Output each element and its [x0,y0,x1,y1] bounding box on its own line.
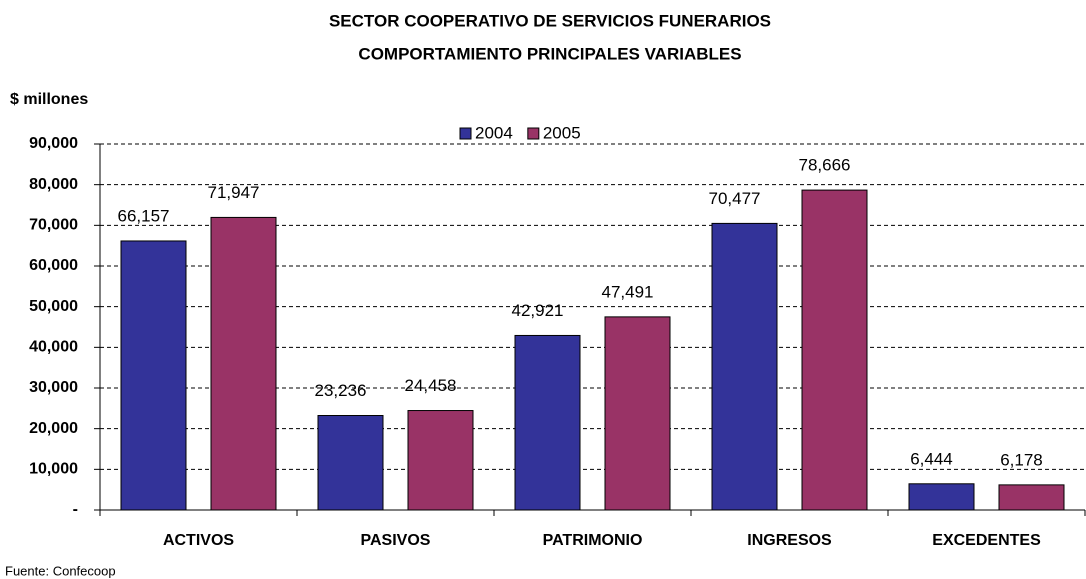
data-label: 47,491 [602,282,654,301]
data-label: 23,236 [315,381,367,400]
data-label: 6,178 [1000,450,1043,469]
chart-title: COMPORTAMIENTO PRINCIPALES VARIABLES [358,44,741,63]
y-tick-label: 60,000 [29,257,78,274]
bar [120,240,187,511]
bar [317,415,384,511]
data-label: 66,157 [118,206,170,225]
data-label: 78,666 [799,156,851,175]
bar [801,189,868,511]
legend-label: 2004 [475,123,513,142]
source: Fuente: Confecoop [5,563,116,578]
data-label: 70,477 [709,189,761,208]
legend-label: 2005 [543,123,581,142]
bar [210,216,277,511]
y-tick-label: 70,000 [29,217,78,234]
y-tick-label: 50,000 [29,298,78,315]
y-tick-label: 80,000 [29,176,78,193]
y-tick-label: - [73,501,78,518]
bar [908,483,975,511]
bar [407,410,474,511]
bar [604,316,671,511]
x-tick-label: EXCEDENTES [932,532,1041,549]
data-label: 42,921 [512,301,564,320]
legend-swatch [459,127,472,140]
y-tick-label: 90,000 [29,135,78,152]
x-tick-label: ACTIVOS [163,532,234,549]
y-axis-label: $ millones [10,91,88,108]
bar [998,484,1065,511]
bar [514,334,581,511]
y-tick-label: 10,000 [29,461,78,478]
chart-title: SECTOR COOPERATIVO DE SERVICIOS FUNERARI… [329,11,771,30]
legend-swatch [527,127,540,140]
data-label: 71,947 [208,183,260,202]
bar [711,222,778,511]
y-tick-label: 30,000 [29,379,78,396]
y-tick-label: 20,000 [29,420,78,437]
data-label: 24,458 [405,376,457,395]
x-tick-label: INGRESOS [747,532,832,549]
x-tick-label: PASIVOS [361,532,431,549]
y-tick-label: 40,000 [29,339,78,356]
x-tick-label: PATRIMONIO [543,532,643,549]
data-label: 6,444 [910,449,953,468]
